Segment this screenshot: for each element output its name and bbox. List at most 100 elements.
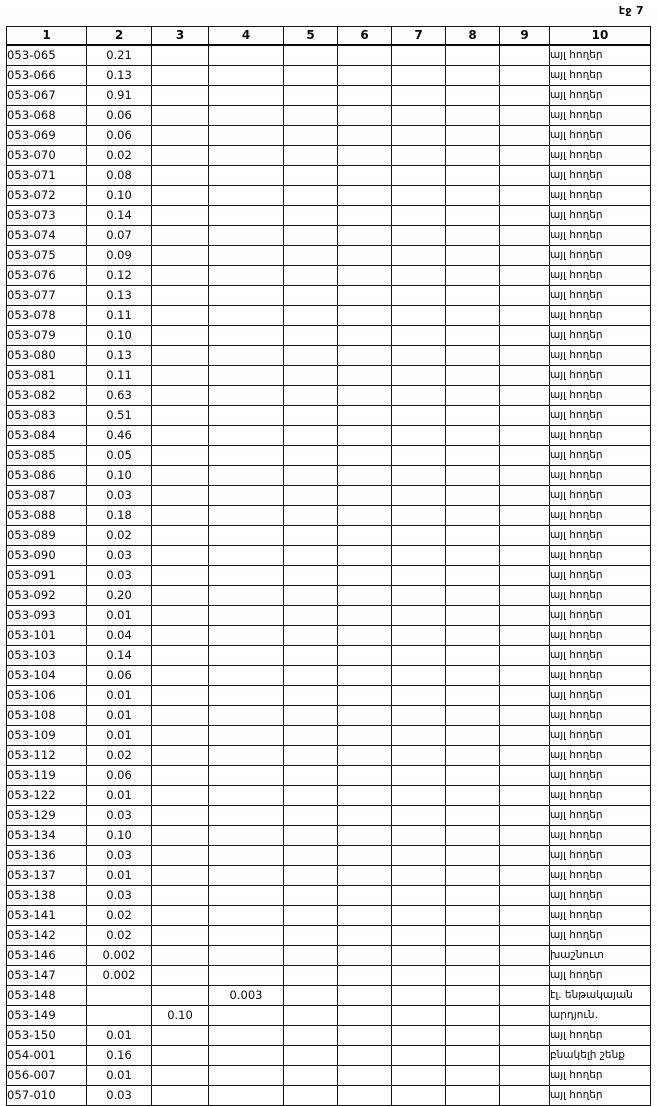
table-row: 056-007 0.01 այլ հողեր (6, 1065, 651, 1086)
value-cell-6 (337, 1045, 392, 1066)
land-use-cell: այլ հողեր (549, 905, 651, 926)
value-cell-8 (445, 1065, 500, 1086)
value-cell-2: 0.07 (86, 225, 152, 246)
value-cell-6 (337, 745, 392, 766)
value-cell-7 (391, 745, 446, 766)
value-cell-7 (391, 765, 446, 786)
table-row: 053-141 0.02 այլ հողեր (6, 905, 651, 926)
value-cell-9 (499, 445, 550, 466)
value-cell-6 (337, 1065, 392, 1086)
land-use-cell: այլ հողեր (549, 965, 651, 986)
value-cell-5 (283, 65, 338, 86)
value-cell-3 (151, 945, 209, 966)
land-use-cell: այլ հողեր (549, 565, 651, 586)
value-cell-8 (445, 825, 500, 846)
parcel-code-cell: 053-084 (6, 425, 87, 446)
parcel-code-cell: 053-150 (6, 1025, 87, 1046)
value-cell-2: 0.14 (86, 645, 152, 666)
column-header-10: 10 (549, 26, 651, 46)
value-cell-7 (391, 505, 446, 526)
value-cell-3 (151, 105, 209, 126)
value-cell-6 (337, 445, 392, 466)
parcel-code-cell: 053-141 (6, 905, 87, 926)
value-cell-4 (208, 565, 284, 586)
value-cell-6 (337, 1085, 392, 1106)
value-cell-4 (208, 585, 284, 606)
table-row: 053-093 0.01 այլ հողեր (6, 605, 651, 626)
parcel-code-cell: 053-101 (6, 625, 87, 646)
value-cell-7 (391, 1005, 446, 1026)
land-use-cell: այլ հողեր (549, 485, 651, 506)
value-cell-4 (208, 225, 284, 246)
value-cell-6 (337, 565, 392, 586)
value-cell-4 (208, 1045, 284, 1066)
value-cell-3: 0.10 (151, 1005, 209, 1026)
table-row: 053-089 0.02 այլ հողեր (6, 525, 651, 546)
value-cell-7 (391, 605, 446, 626)
value-cell-3 (151, 465, 209, 486)
parcel-code-cell: 053-148 (6, 985, 87, 1006)
value-cell-3 (151, 385, 209, 406)
parcel-code-cell: 053-093 (6, 605, 87, 626)
value-cell-6 (337, 425, 392, 446)
value-cell-7 (391, 925, 446, 946)
value-cell-7 (391, 65, 446, 86)
value-cell-4 (208, 85, 284, 106)
value-cell-4 (208, 44, 284, 66)
value-cell-8 (445, 44, 500, 66)
land-use-cell: այլ հողեր (549, 645, 651, 666)
column-header-2: 2 (86, 26, 152, 46)
value-cell-2: 0.20 (86, 585, 152, 606)
value-cell-8 (445, 585, 500, 606)
value-cell-5 (283, 825, 338, 846)
value-cell-8 (445, 345, 500, 366)
land-use-cell: այլ հողեր (549, 265, 651, 286)
land-use-cell: այլ հողեր (549, 525, 651, 546)
value-cell-5 (283, 465, 338, 486)
value-cell-9 (499, 465, 550, 486)
value-cell-3 (151, 425, 209, 446)
value-cell-5 (283, 105, 338, 126)
value-cell-7 (391, 445, 446, 466)
value-cell-4 (208, 445, 284, 466)
value-cell-7 (391, 945, 446, 966)
value-cell-2: 0.02 (86, 745, 152, 766)
value-cell-4 (208, 485, 284, 506)
parcel-code-cell: 057-010 (6, 1085, 87, 1106)
value-cell-4 (208, 705, 284, 726)
value-cell-3 (151, 245, 209, 266)
value-cell-5 (283, 805, 338, 826)
land-use-cell: այլ հողեր (549, 105, 651, 126)
land-use-cell: այլ հողեր (549, 325, 651, 346)
value-cell-3 (151, 145, 209, 166)
value-cell-3 (151, 44, 209, 66)
value-cell-4 (208, 125, 284, 146)
table-row: 053-149 0.10 արդյուն. (6, 1005, 651, 1026)
value-cell-2: 0.01 (86, 1065, 152, 1086)
table-row: 053-088 0.18 այլ հողեր (6, 505, 651, 526)
value-cell-6 (337, 505, 392, 526)
table-row: 053-091 0.03 այլ հողեր (6, 565, 651, 586)
value-cell-6 (337, 305, 392, 326)
value-cell-9 (499, 605, 550, 626)
value-cell-6 (337, 185, 392, 206)
value-cell-8 (445, 665, 500, 686)
value-cell-8 (445, 185, 500, 206)
value-cell-7 (391, 705, 446, 726)
value-cell-9 (499, 125, 550, 146)
value-cell-9 (499, 345, 550, 366)
value-cell-8 (445, 385, 500, 406)
value-cell-5 (283, 1025, 338, 1046)
value-cell-9 (499, 505, 550, 526)
value-cell-3 (151, 625, 209, 646)
value-cell-2: 0.10 (86, 185, 152, 206)
value-cell-6 (337, 1025, 392, 1046)
value-cell-2: 0.51 (86, 405, 152, 426)
value-cell-7 (391, 325, 446, 346)
value-cell-3 (151, 405, 209, 426)
parcel-code-cell: 053-088 (6, 505, 87, 526)
value-cell-5 (283, 265, 338, 286)
value-cell-8 (445, 985, 500, 1006)
value-cell-7 (391, 44, 446, 66)
value-cell-4 (208, 805, 284, 826)
